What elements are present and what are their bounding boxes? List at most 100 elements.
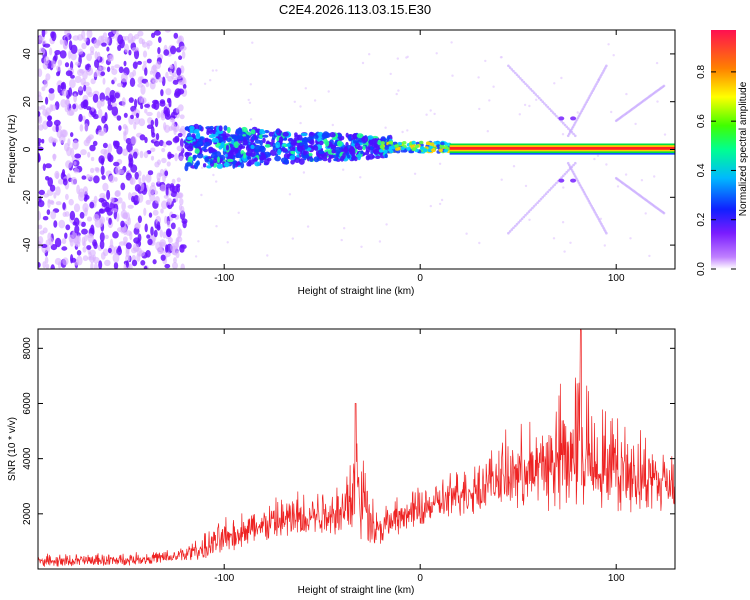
noise-blob <box>53 138 58 144</box>
noise-blob <box>94 51 98 60</box>
noise-blob <box>43 43 51 48</box>
noise-blob <box>179 125 186 135</box>
noise-blob <box>138 118 146 127</box>
streak-dot <box>519 219 522 222</box>
noise-blob <box>114 177 118 182</box>
band-blob <box>391 145 396 150</box>
noise-blob <box>160 208 164 214</box>
noise-dot <box>201 166 204 169</box>
band-blob <box>280 157 288 163</box>
band-blob <box>340 155 345 162</box>
band-blob <box>372 149 379 153</box>
band-blob <box>257 128 261 136</box>
band-blob <box>298 158 305 165</box>
noise-dot <box>331 123 334 127</box>
noise-blob <box>172 71 177 78</box>
noise-blob <box>154 196 160 204</box>
noise-blob <box>92 113 99 120</box>
noise-blob <box>64 30 71 37</box>
band-blob <box>378 149 384 153</box>
noise-blob <box>68 40 73 51</box>
noise-blob <box>169 185 175 192</box>
band-blob <box>430 142 435 146</box>
noise-blob <box>86 174 91 180</box>
noise-dot <box>395 92 398 96</box>
noise-dot <box>237 159 240 162</box>
noise-blob <box>155 61 161 69</box>
streak-dot <box>527 86 531 89</box>
noise-dot <box>535 98 538 102</box>
band-blob <box>397 141 403 146</box>
band-blob <box>402 141 407 145</box>
noise-blob <box>145 250 151 258</box>
noise-blob <box>47 115 53 121</box>
band-blob <box>185 162 193 167</box>
band-blob <box>235 153 239 159</box>
noise-blob <box>101 202 107 208</box>
band-blob <box>186 145 194 152</box>
noise-blob <box>120 182 126 191</box>
noise-dot <box>561 133 565 136</box>
noise-blob <box>120 72 128 83</box>
noise-dot <box>368 53 371 56</box>
band-blob <box>290 147 296 152</box>
noise-dot <box>625 92 628 96</box>
noise-blob <box>164 30 171 33</box>
band-blob <box>422 148 428 152</box>
noise-blob <box>117 197 123 204</box>
noise-blob <box>42 261 47 269</box>
noise-blob <box>132 61 138 69</box>
noise-blob <box>65 160 73 169</box>
band-blob <box>223 125 228 131</box>
band-blob <box>239 143 243 149</box>
band-blob <box>260 151 265 156</box>
band-blob <box>283 148 288 153</box>
noise-blob <box>51 31 57 42</box>
noise-blob <box>157 159 161 165</box>
band-blob <box>411 147 416 151</box>
noise-blob <box>53 220 58 228</box>
noise-blob <box>116 82 123 88</box>
noise-blob <box>70 176 78 185</box>
noise-blob <box>157 247 161 252</box>
streak-dot <box>539 98 543 102</box>
noise-blob <box>93 71 98 78</box>
noise-blob <box>61 246 68 251</box>
noise-blob <box>182 84 187 89</box>
x-tick-label: 0 <box>417 573 423 584</box>
noise-blob <box>114 64 120 69</box>
noise-dot <box>656 100 659 103</box>
band-blob <box>356 133 364 139</box>
band-blob <box>443 149 448 153</box>
noise-blob <box>93 39 100 49</box>
noise-blob <box>86 106 92 111</box>
noise-blob <box>113 77 117 82</box>
noise-blob <box>156 172 161 181</box>
noise-dot <box>384 126 387 129</box>
noise-blob <box>99 208 104 214</box>
noise-blob <box>48 88 55 94</box>
noise-blob <box>73 168 80 174</box>
streak-dot <box>508 230 512 233</box>
band-blob <box>270 149 277 156</box>
noise-blob <box>62 202 66 210</box>
band-blob <box>367 135 374 140</box>
x-tick-label: 0 <box>417 273 423 284</box>
band-blob <box>239 135 244 141</box>
band-blob <box>350 151 355 157</box>
noise-blob <box>38 68 43 77</box>
noise-blob <box>102 142 108 149</box>
noise-blob <box>83 84 87 92</box>
streak-dot <box>517 221 520 224</box>
noise-blob <box>138 250 145 257</box>
noise-blob <box>38 152 41 162</box>
streak-dot <box>541 100 544 103</box>
noise-blob <box>98 197 105 203</box>
noise-blob <box>80 221 86 227</box>
band-blob <box>194 148 200 154</box>
noise-dot <box>561 221 565 224</box>
streak-dot <box>566 161 570 165</box>
noise-blob <box>116 247 122 256</box>
band-blob <box>272 134 276 141</box>
noise-blob <box>166 220 171 228</box>
